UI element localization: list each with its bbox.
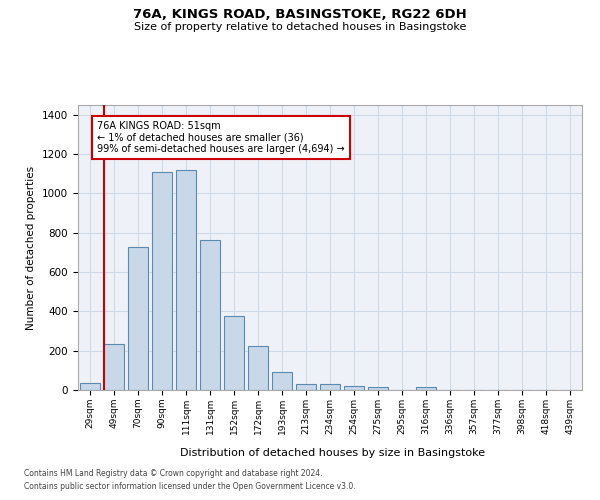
Bar <box>368 386 388 390</box>
Text: Distribution of detached houses by size in Basingstoke: Distribution of detached houses by size … <box>181 448 485 458</box>
Bar <box>224 316 244 390</box>
Bar <box>176 170 196 390</box>
Bar <box>200 240 220 390</box>
Text: 76A, KINGS ROAD, BASINGSTOKE, RG22 6DH: 76A, KINGS ROAD, BASINGSTOKE, RG22 6DH <box>133 8 467 20</box>
Text: 76A KINGS ROAD: 51sqm
← 1% of detached houses are smaller (36)
99% of semi-detac: 76A KINGS ROAD: 51sqm ← 1% of detached h… <box>97 120 345 154</box>
Bar <box>296 384 316 390</box>
Bar <box>152 172 172 390</box>
Text: Contains HM Land Registry data © Crown copyright and database right 2024.: Contains HM Land Registry data © Crown c… <box>24 468 323 477</box>
Text: Contains public sector information licensed under the Open Government Licence v3: Contains public sector information licen… <box>24 482 356 491</box>
Bar <box>344 386 364 390</box>
Bar <box>104 344 124 390</box>
Bar <box>80 383 100 390</box>
Text: Size of property relative to detached houses in Basingstoke: Size of property relative to detached ho… <box>134 22 466 32</box>
Bar <box>272 372 292 390</box>
Bar <box>248 346 268 390</box>
Bar <box>320 384 340 390</box>
Bar <box>128 247 148 390</box>
Y-axis label: Number of detached properties: Number of detached properties <box>26 166 37 330</box>
Bar <box>416 387 436 390</box>
